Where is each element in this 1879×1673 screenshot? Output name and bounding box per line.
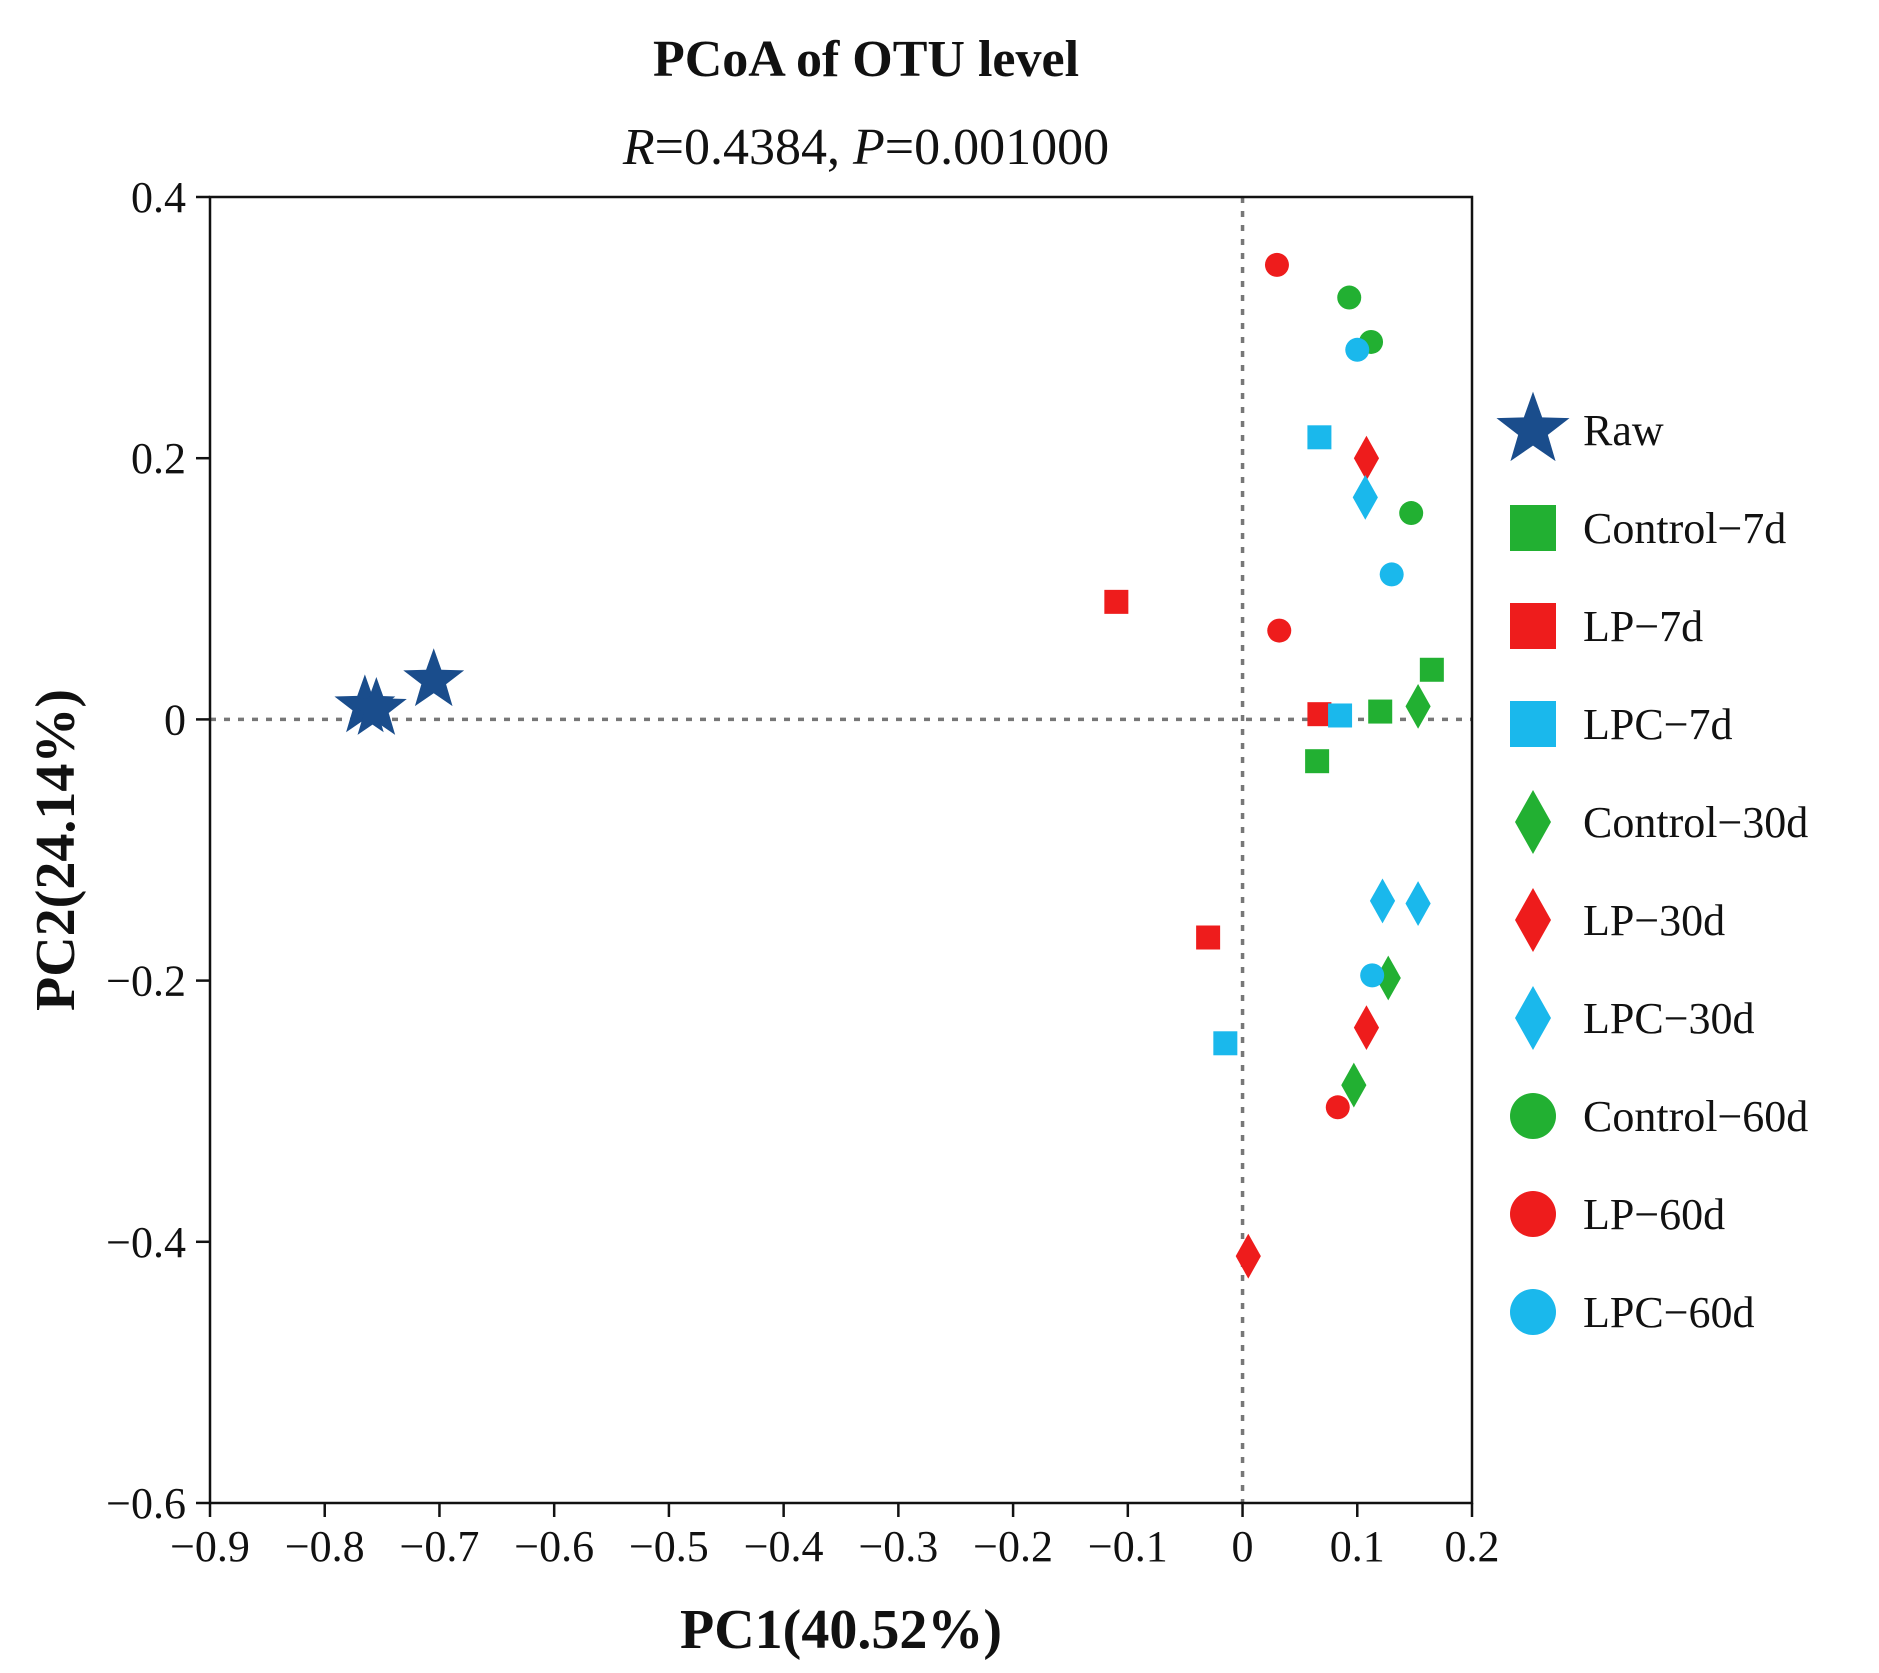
legend-marker — [1510, 1289, 1556, 1335]
data-point — [1360, 963, 1385, 988]
data-point — [1369, 878, 1396, 924]
data-point — [1305, 749, 1330, 774]
x-tick-label: 0 — [1232, 1522, 1254, 1571]
data-point — [1267, 618, 1292, 643]
data-point — [1213, 1031, 1238, 1056]
y-tick-label: 0 — [164, 695, 186, 744]
data-point — [1196, 925, 1221, 950]
data-point — [1405, 683, 1431, 729]
data-point — [1353, 1005, 1380, 1051]
x-tick-label: −0.7 — [400, 1522, 480, 1571]
x-tick-label: −0.4 — [744, 1522, 824, 1571]
x-tick-label: −0.8 — [285, 1522, 365, 1571]
data-point — [1405, 881, 1431, 926]
x-axis-label: PC1(40.52%) — [680, 1599, 1002, 1661]
data-point — [1307, 425, 1332, 450]
x-tick-label: −0.2 — [973, 1522, 1053, 1571]
data-point — [345, 676, 407, 735]
x-tick-label: −0.1 — [1088, 1522, 1168, 1571]
y-tick-label: 0.4 — [131, 173, 186, 222]
chart-title: PCoA of OTU level — [653, 31, 1079, 88]
data-point — [1375, 955, 1401, 1001]
x-axis-ticks: −0.9 −0.8 −0.7 −0.6 −0.5 −0.4 −0.3 −0.2 −0.1 0 0.1… — [170, 1503, 1500, 1571]
legend-marker — [1510, 701, 1556, 747]
legend-marker — [1515, 986, 1551, 1050]
y-tick-label: −0.2 — [106, 957, 186, 1006]
legend-marker — [1515, 888, 1551, 952]
data-points — [334, 252, 1444, 1279]
data-point — [1104, 589, 1129, 614]
legend-marker — [1510, 1093, 1556, 1139]
data-point — [1337, 285, 1362, 310]
legend-label: LPC−60d — [1583, 1288, 1755, 1337]
y-tick-label: −0.4 — [106, 1218, 186, 1267]
legend-label: LP−60d — [1583, 1190, 1725, 1239]
plot-frame — [208, 195, 1474, 1505]
x-tick-label: −0.5 — [629, 1522, 709, 1571]
legend-label: Control−30d — [1583, 798, 1808, 847]
legend-marker — [1510, 603, 1556, 649]
legend: Raw Control−7d LP−7d LPC−7d Control−30d LP−30… — [1496, 391, 1808, 1337]
subtitle-p-label: P — [852, 119, 885, 176]
reference-lines — [210, 197, 1472, 1503]
subtitle-r-text: =0.4384, — [655, 119, 853, 176]
legend-marker — [1510, 505, 1556, 551]
x-tick-label: 0.2 — [1445, 1522, 1500, 1571]
data-point — [1307, 702, 1332, 727]
y-tick-label: 0.2 — [131, 434, 186, 483]
x-tick-label: 0.1 — [1330, 1522, 1385, 1571]
legend-label: Control−60d — [1583, 1092, 1808, 1141]
data-point — [1399, 501, 1424, 526]
data-point — [1325, 1095, 1350, 1120]
data-point — [1353, 435, 1380, 481]
data-point — [1328, 703, 1353, 728]
subtitle-r-label: R — [622, 119, 655, 176]
legend-label: Control−7d — [1583, 504, 1786, 553]
legend-marker — [1496, 391, 1570, 462]
legend-label: LPC−7d — [1583, 700, 1733, 749]
x-tick-label: −0.9 — [170, 1522, 250, 1571]
data-point — [1379, 562, 1404, 587]
y-axis-label: PC2(24.14%) — [25, 689, 87, 1011]
data-point — [1235, 1233, 1261, 1279]
subtitle-p-text: =0.001000 — [885, 119, 1109, 176]
legend-label: LP−30d — [1583, 896, 1725, 945]
legend-marker — [1515, 790, 1551, 854]
data-point — [403, 648, 465, 707]
legend-label: LPC−30d — [1583, 994, 1755, 1043]
data-point — [1368, 699, 1393, 724]
y-tick-label: −0.6 — [106, 1479, 186, 1528]
data-point — [1352, 474, 1378, 520]
y-axis-ticks: 0.4 0.2 0 −0.2 −0.4 −0.6 — [106, 173, 210, 1528]
legend-label: LP−7d — [1583, 602, 1703, 651]
x-tick-label: −0.3 — [858, 1522, 938, 1571]
x-tick-label: −0.6 — [514, 1522, 594, 1571]
data-point — [1341, 1062, 1367, 1108]
chart-subtitle: R=0.4384, P=0.001000 — [622, 119, 1109, 176]
legend-marker — [1510, 1191, 1556, 1237]
legend-label: Raw — [1583, 406, 1664, 455]
data-point — [1419, 657, 1444, 682]
data-point — [1345, 337, 1370, 362]
data-point — [1264, 252, 1289, 277]
